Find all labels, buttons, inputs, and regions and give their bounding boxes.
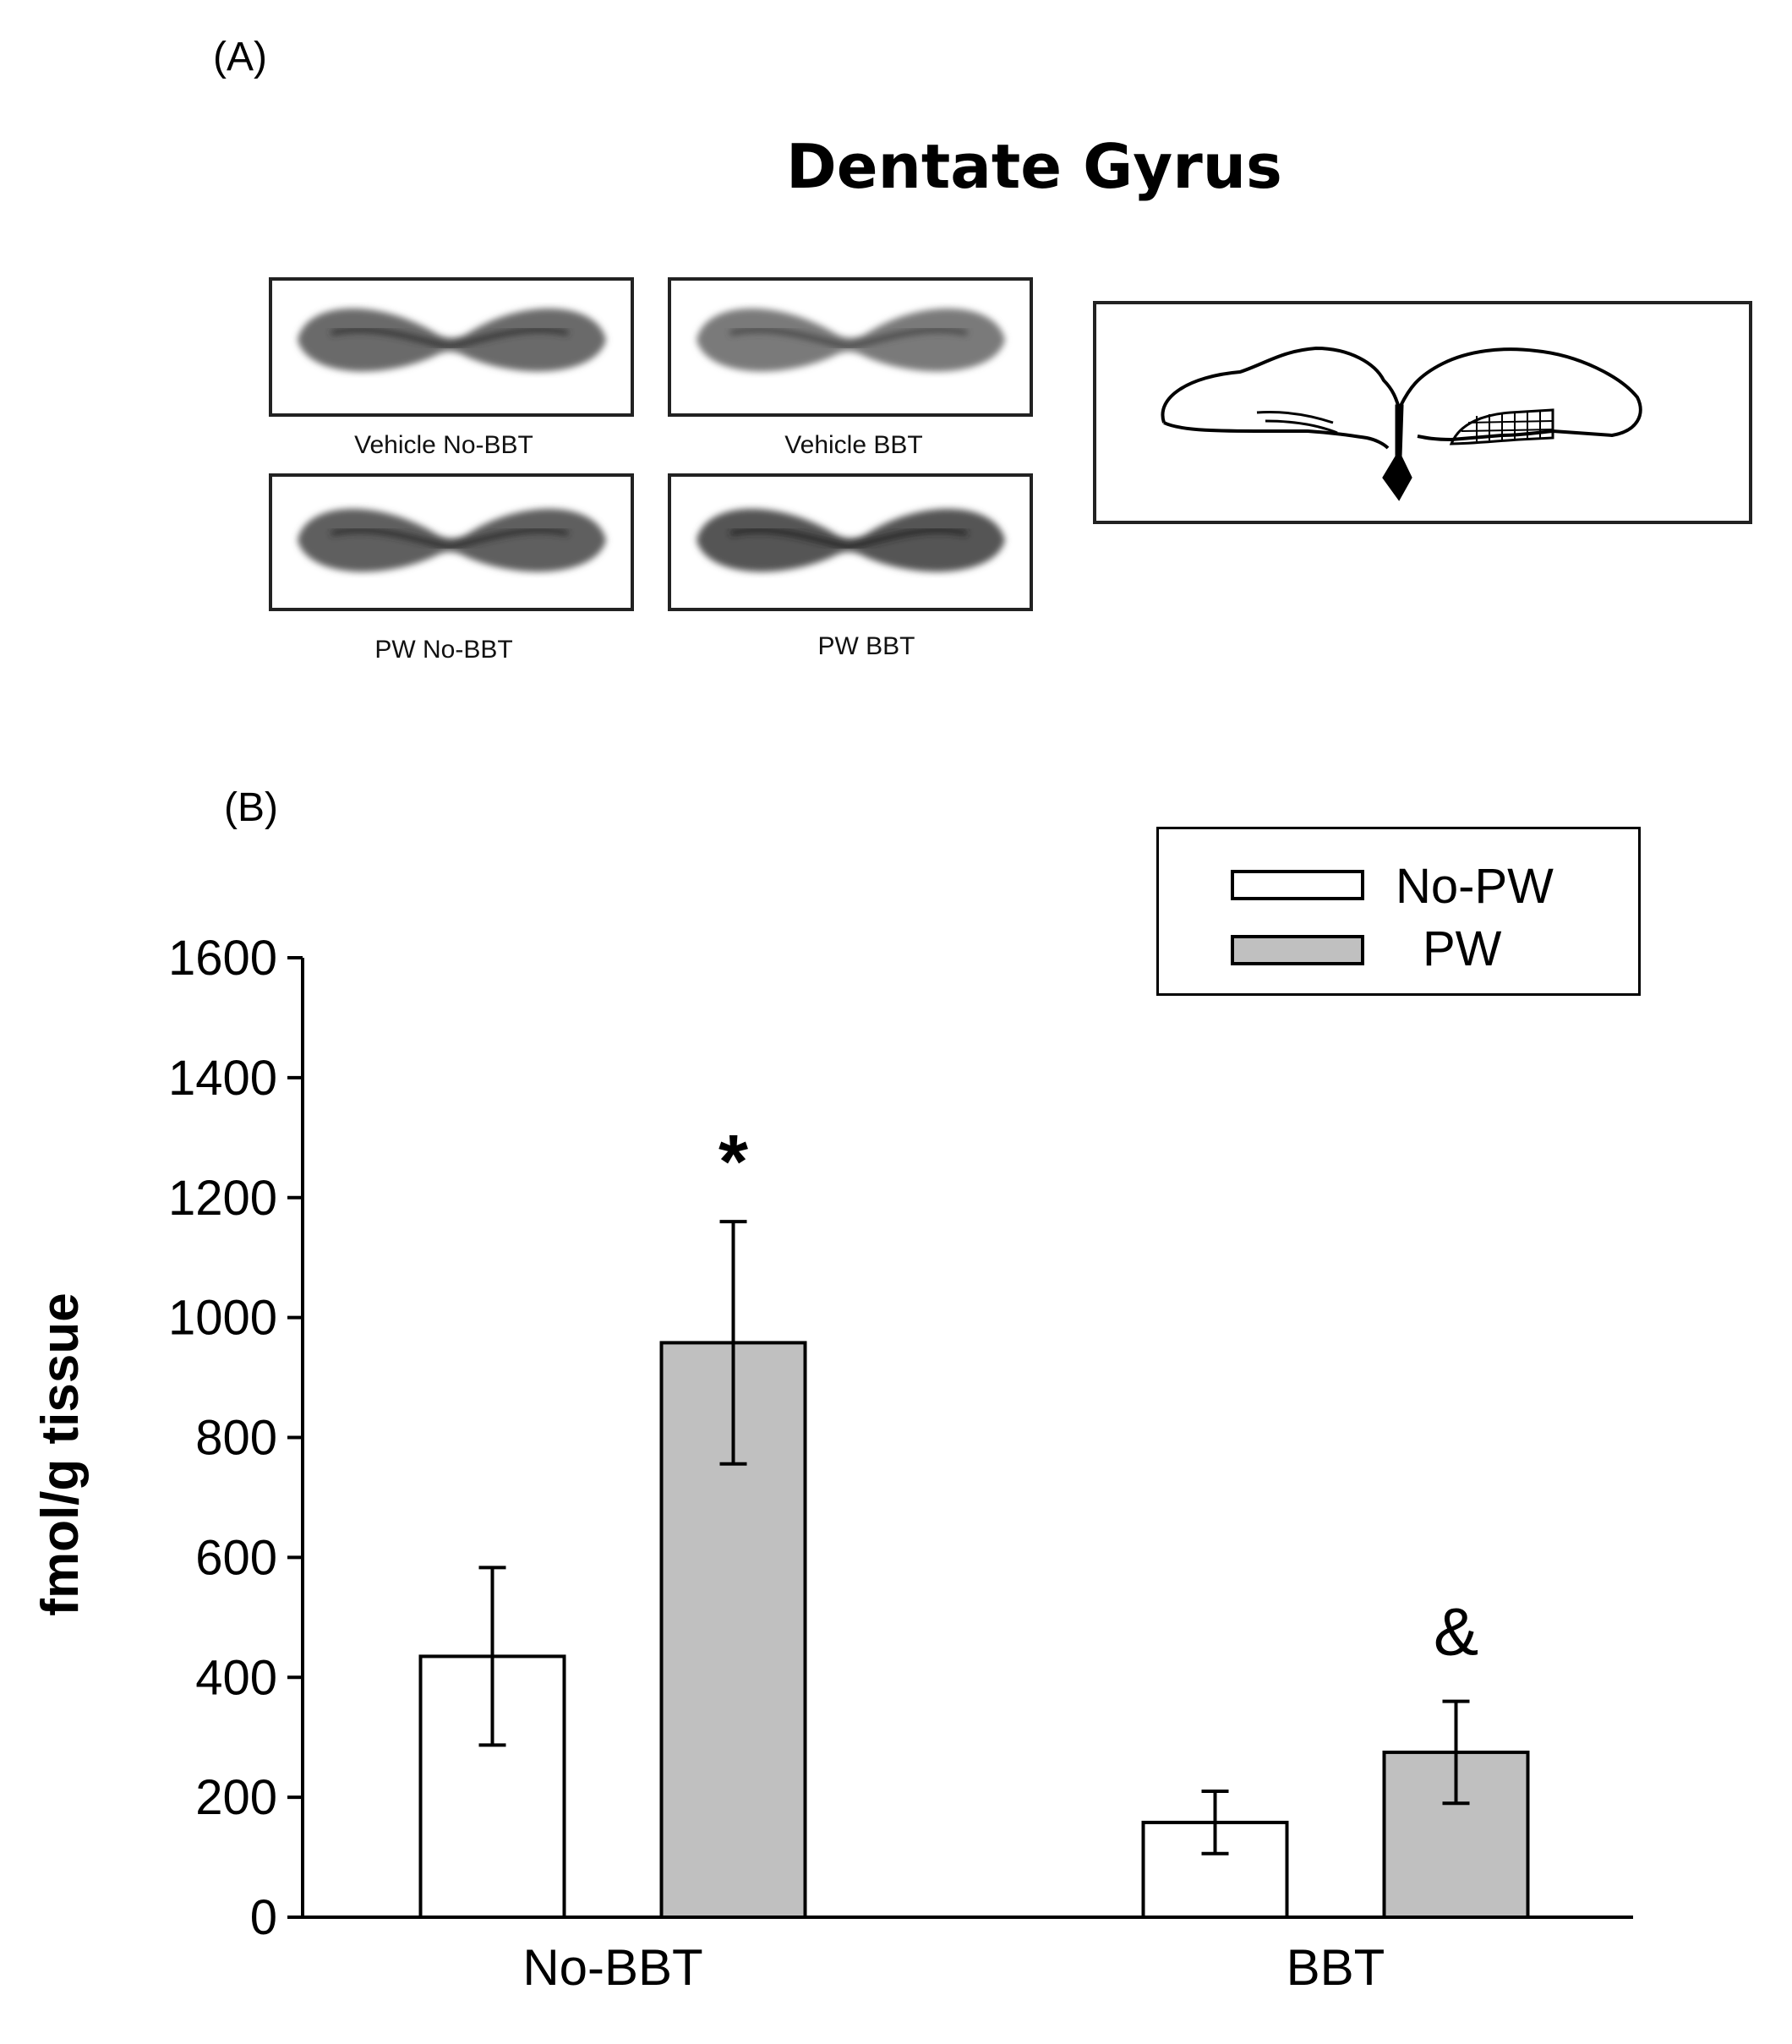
caption-vehicle-no-bbt: Vehicle No-BBT	[354, 431, 533, 459]
dentate-gyrus-stain-image	[298, 508, 606, 572]
legend-swatch-no-pw	[1231, 870, 1364, 900]
panel-b-label: (B)	[224, 785, 278, 830]
dentate-gyrus-stain-image	[298, 308, 606, 372]
autoradiograph-pw-bbt	[668, 473, 1033, 611]
y-tick-label: 1400	[168, 1051, 277, 1106]
x-tick-label: BBT	[1287, 1939, 1385, 1996]
caption-pw-no-bbt: PW No-BBT	[374, 636, 513, 664]
y-axis-label: fmol/g tissue	[31, 1293, 90, 1615]
significance-asterisk: *	[718, 1120, 748, 1205]
dentate-gyrus-stain-image	[697, 508, 1005, 572]
legend-swatch-pw	[1231, 935, 1364, 965]
caption-pw-bbt: PW BBT	[817, 632, 915, 660]
panel-a-label: (A)	[213, 35, 267, 79]
brain-section-schematic	[1093, 301, 1752, 524]
panel-a-title: Dentate Gyrus	[786, 131, 1282, 202]
y-tick-label: 400	[195, 1650, 277, 1705]
y-tick-label: 800	[195, 1411, 277, 1466]
legend-label-pw: PW	[1423, 921, 1502, 976]
autoradiograph-vehicle-no-bbt	[269, 277, 634, 417]
y-tick-label: 1200	[168, 1171, 277, 1226]
y-tick-label: 200	[195, 1770, 277, 1825]
autoradiograph-vehicle-bbt	[668, 277, 1033, 417]
y-tick-label: 600	[195, 1530, 277, 1585]
y-tick-label: 0	[250, 1890, 277, 1945]
chart-legend: No-PW PW	[1156, 827, 1641, 996]
caption-vehicle-bbt: Vehicle BBT	[784, 431, 923, 459]
autoradiograph-pw-no-bbt	[269, 473, 634, 611]
dentate-gyrus-outline-drawing	[1161, 346, 1642, 501]
dentate-gyrus-stain-image	[697, 308, 1005, 372]
significance-ampersand: &	[1434, 1594, 1478, 1670]
x-tick-label: No-BBT	[522, 1939, 702, 1996]
y-tick-label: 1600	[168, 931, 277, 986]
y-tick-label: 1000	[168, 1291, 277, 1346]
legend-label-no-pw: No-PW	[1396, 859, 1554, 914]
